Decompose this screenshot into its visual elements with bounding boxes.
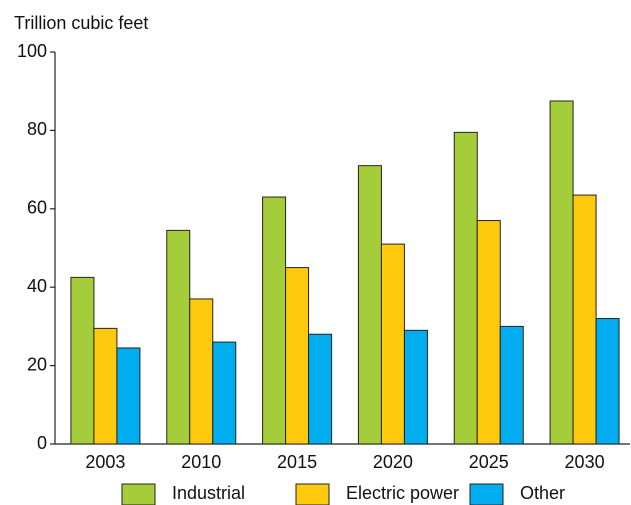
y-axis-label: Trillion cubic feet <box>14 13 148 33</box>
x-tick-label: 2025 <box>469 452 509 472</box>
x-tick-label: 2030 <box>565 452 605 472</box>
y-tick-label: 0 <box>37 433 47 453</box>
bar <box>403 329 428 445</box>
y-tick-label: 40 <box>27 276 47 296</box>
x-tick-label: 2015 <box>277 452 317 472</box>
bar <box>357 165 382 445</box>
bar <box>499 325 524 445</box>
legend-swatch <box>469 483 504 505</box>
bar <box>476 220 501 445</box>
x-tick-label: 2020 <box>373 452 413 472</box>
bar <box>308 333 333 445</box>
y-tick-label: 100 <box>17 41 47 61</box>
legend-swatch <box>295 483 330 505</box>
bar <box>595 318 620 445</box>
bar <box>572 194 597 445</box>
bar <box>380 243 405 445</box>
x-tick-label: 2010 <box>181 452 221 472</box>
y-tick-label: 60 <box>27 198 47 218</box>
y-tick-label: 80 <box>27 119 47 139</box>
y-tick-label: 20 <box>27 354 47 374</box>
bar <box>285 267 310 445</box>
bar <box>262 196 287 445</box>
bar <box>70 276 95 445</box>
legend-label: Electric power <box>346 483 459 503</box>
x-tick-label: 2003 <box>85 452 125 472</box>
bar <box>189 298 214 445</box>
bar <box>453 131 478 445</box>
legend-swatch <box>121 483 156 505</box>
bar <box>166 229 191 445</box>
bar <box>93 327 118 445</box>
bar <box>116 347 141 445</box>
legend-label: Industrial <box>172 483 245 503</box>
bar <box>212 341 237 445</box>
legend-label: Other <box>520 483 565 503</box>
bar <box>549 100 574 445</box>
